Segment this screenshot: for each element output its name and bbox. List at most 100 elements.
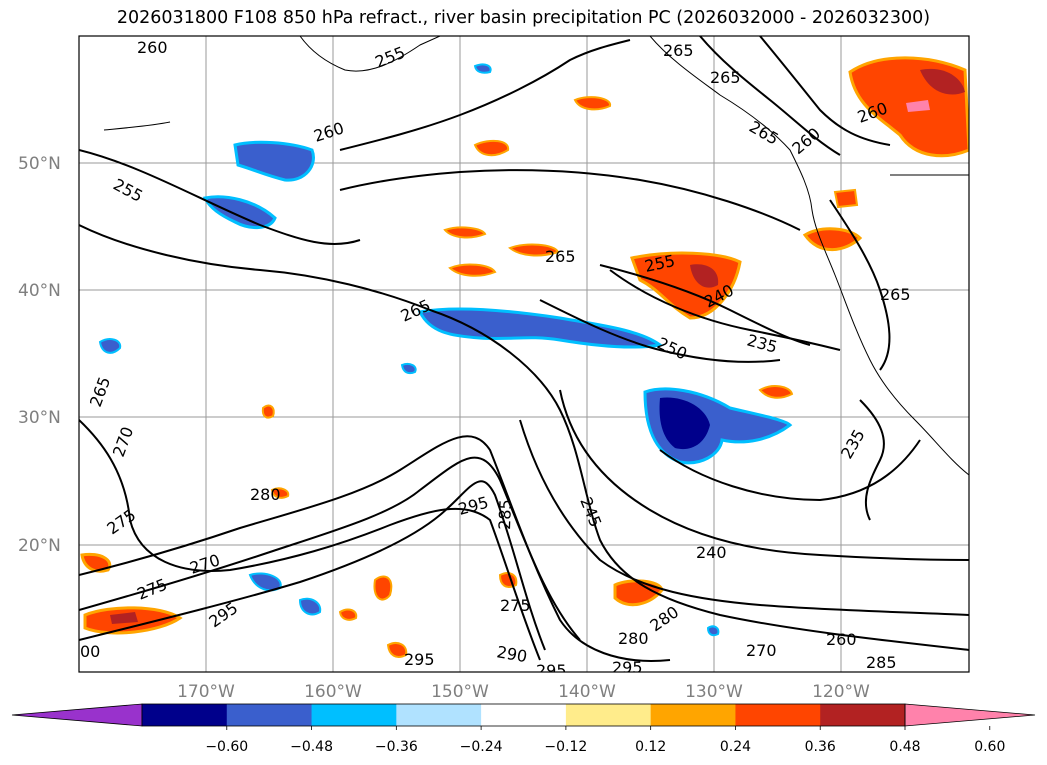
lon-label-160w: 160°W [304,682,362,702]
precip-spot-north-4 [508,243,560,257]
colorbar-segment [565,704,652,726]
colorbar-ticks: −0.60 −0.48 −0.36 −0.24 −0.12 0.12 0.24 0.36 0.4… [205,726,1005,755]
contour-250 [539,299,781,363]
lat-label-50n: 50°N [18,154,61,174]
colorbar-tick-label: 0.48 [889,739,920,755]
contour-240-south [559,389,969,561]
lon-label-130w: 130°W [685,682,743,702]
precip-spot-coast [833,188,859,209]
colorbar-segment [481,704,567,726]
precip-spot-south-3 [338,608,358,621]
contour-label: 295 [404,650,435,669]
precip-spot-north-blue [473,63,492,74]
precip-spot-north-1 [473,139,510,157]
precip-peak-northeast [906,100,930,112]
colorbar-segment [311,704,397,726]
contour-265-main [79,224,969,651]
colorbar-segment [735,704,821,726]
gridlines [79,36,969,672]
colorbar-outline [141,703,906,727]
coastline-alaska [299,36,441,72]
colorbar-tick-label: −0.60 [205,739,248,755]
precip-spot-north-3 [443,226,487,239]
lat-label-40n: 40°N [18,281,61,301]
colorbar-extend-low [11,703,143,727]
contour-235-south [659,439,921,502]
map-title: 2026031800 F108 850 hPa refract., river … [116,8,931,28]
lon-label-120w: 120°W [812,682,870,702]
colorbar-tick-label: 0.60 [974,739,1005,755]
contour-260-coast [759,36,891,146]
precip-positive-areas [80,56,969,658]
precip-area-west-20n [80,552,112,573]
contour-255-northwest [79,149,361,246]
precip-core-northeast [920,68,965,95]
colorbar-tick-label: −0.12 [544,739,587,755]
contour-label: 295 [536,661,567,680]
contour-235-land [859,399,885,521]
colorbar-tick-label: −0.48 [290,739,333,755]
colorbar-segment [820,704,906,726]
precip-core-central-pacific [659,397,710,450]
contour-label: 275 [500,596,531,615]
precip-spot-central-blue [400,362,417,375]
colorbar-tick-label: 0.36 [805,739,836,755]
colorbar-segments [11,703,1036,727]
precip-spot-west-1 [261,404,275,419]
coastlines [103,36,969,476]
coastline-north-america [649,36,969,476]
precip-area-northwest [233,140,315,182]
colorbar-tick-label: −0.24 [460,739,503,755]
coastline-aleutians [103,121,171,131]
contour-label: 285 [495,499,515,530]
lon-label-140w: 140°W [558,682,616,702]
precip-spot-west-blue [98,338,122,354]
colorbar: −0.60 −0.48 −0.36 −0.24 −0.12 0.12 0.24 0.36 0.4… [11,703,1036,755]
colorbar-tick-label: −0.36 [375,739,418,755]
colorbar-segment [650,704,736,726]
precip-negative-areas [98,63,793,637]
precip-core-northeast-pacific [690,264,719,288]
contour-245 [519,419,969,616]
lon-label-150w: 150°W [431,682,489,702]
lon-label-170w: 170°W [177,682,235,702]
contour-label: 280 [250,485,281,504]
contour-label: 265 [710,68,741,87]
contour-260-north-2 [339,169,801,231]
precip-spot-south-2 [498,572,518,588]
latitude-labels: 50°N 40°N 30°N 20°N [18,154,61,556]
contour-label: 260 [137,38,168,57]
contour-285 [79,456,581,641]
colorbar-extend-high [904,703,1036,727]
colorbar-segment [396,704,482,726]
colorbar-tick-label: 0.24 [720,739,751,755]
contour-label: 265 [545,247,576,266]
precip-spot-north-5 [448,263,497,277]
contour-260-north [339,39,631,151]
precip-spot-north-2 [573,96,611,111]
contour-265-coast [699,36,841,156]
contour-label: 280 [618,629,649,648]
refractivity-contours [79,36,969,662]
colorbar-segment [142,704,228,726]
precip-spot-south-1 [386,642,408,658]
precip-core-west-15n [110,612,138,624]
contour-label: 240 [696,543,727,562]
contour-265-land [829,199,891,371]
map-background [79,36,969,672]
contour-275 [79,419,541,661]
contour-295 [79,480,546,651]
colorbar-segment [226,704,313,726]
precip-area-northwest-2 [202,195,277,229]
contour-label: 00 [80,642,100,661]
longitude-labels: 170°W 160°W 150°W 140°W 130°W 120°W [177,682,870,702]
contour-235-north [609,269,841,351]
contour-label: 265 [663,41,694,60]
contour-280 [79,435,671,662]
colorbar-tick-label: 0.12 [635,739,666,755]
precip-spot-central [758,385,794,399]
precip-spot-south-blue-3 [706,625,720,637]
precip-band-40n [417,307,664,349]
precip-spot-west-2 [270,487,290,499]
